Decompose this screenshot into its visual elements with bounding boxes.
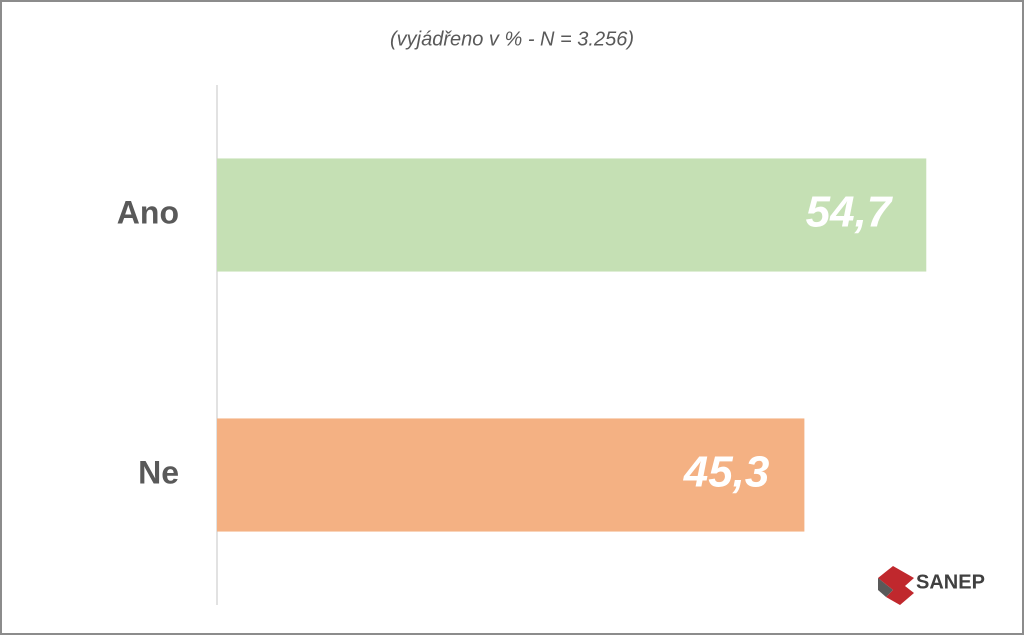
- value-label: 45,3: [683, 448, 770, 497]
- logo-text: SANEP: [916, 571, 985, 593]
- logo-mark-dark: [878, 578, 893, 597]
- value-label: 54,7: [806, 188, 894, 237]
- bar: [217, 158, 927, 272]
- chart-subtitle: (vyjádřeno v % - N = 3.256): [390, 28, 634, 50]
- logo: SANEP: [878, 566, 985, 605]
- logo-mark: [878, 566, 914, 605]
- y-tick-label: Ano: [117, 194, 179, 230]
- bar: [217, 418, 805, 532]
- y-tick-label: Ne: [138, 454, 179, 490]
